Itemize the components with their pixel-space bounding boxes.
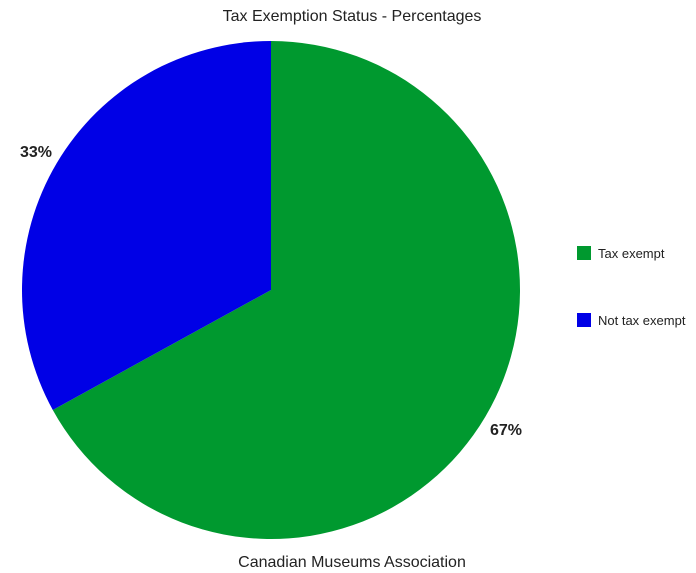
chart-title: Tax Exemption Status - Percentages — [223, 8, 482, 25]
legend-label: Not tax exempt — [598, 313, 686, 328]
slice-value-label: 33% — [20, 144, 52, 161]
legend: Tax exempt Not tax exempt — [577, 246, 686, 328]
legend-label: Tax exempt — [598, 246, 665, 261]
legend-swatch — [577, 246, 591, 260]
pie-slices — [22, 41, 520, 539]
legend-swatch — [577, 313, 591, 327]
chart-subtitle: Canadian Museums Association — [238, 554, 466, 571]
slice-value-label: 67% — [490, 422, 522, 439]
